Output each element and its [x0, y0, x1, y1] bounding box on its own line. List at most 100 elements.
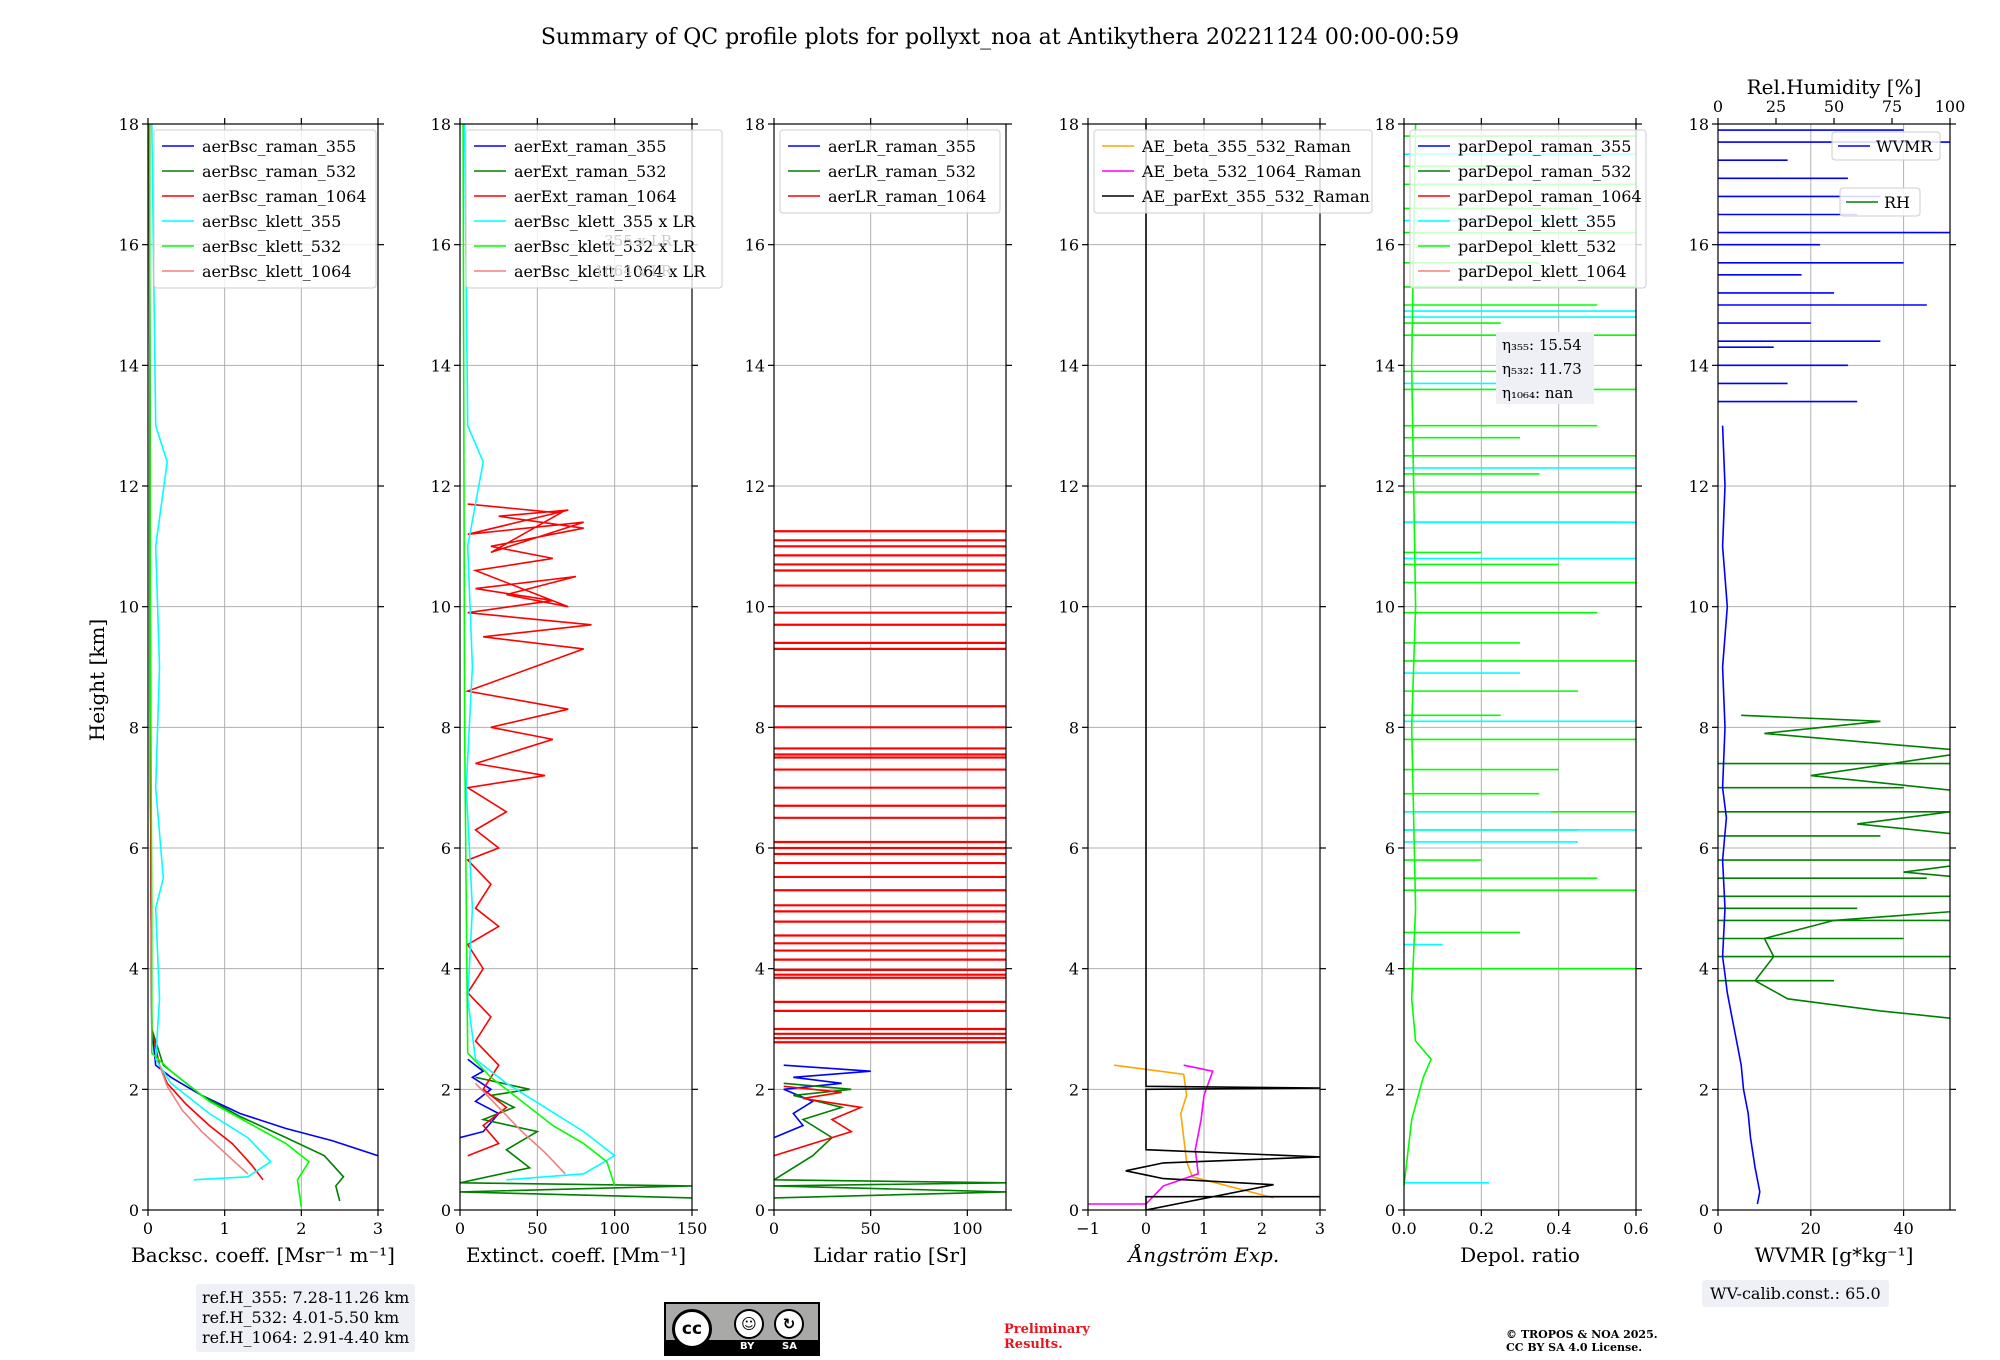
panel-depol: 0 2 4 6 8 10 12 14 16 18 0.0 0.2 0.4 0.6 Depol. ratio p… [1375, 115, 1649, 1267]
y-tick-label-ext-3: 6 [441, 839, 451, 858]
legend-box-depol [1409, 129, 1647, 289]
y-tick-label-depol-2: 4 [1385, 960, 1395, 979]
y-axis-label: Height [km] [85, 619, 109, 741]
series-line-ext-5 [474, 1082, 566, 1175]
x-tick-label-ext-1: 50 [527, 1219, 547, 1238]
y-tick-label-ae-1: 2 [1069, 1080, 1079, 1099]
copyright-line-2: CC BY SA 4.0 License. [1506, 1341, 1643, 1354]
y-tick-label-ext-7: 14 [431, 356, 451, 375]
y-tick-label-bsc-6: 12 [119, 477, 139, 496]
y-tick-label-bsc-3: 6 [129, 839, 139, 858]
y-tick-label-depol-0: 0 [1385, 1201, 1395, 1220]
x-tick-label-lr-0: 0 [769, 1219, 779, 1238]
eta-355: η₃₅₅: 15.54 [1502, 336, 1582, 354]
y-tick-label-wv-2: 4 [1699, 960, 1709, 979]
y-tick-label-ext-6: 12 [431, 477, 451, 496]
legend-label-ext-2: aerExt_raman_1064 [514, 187, 677, 206]
y-tick-label-wv-0: 0 [1699, 1201, 1709, 1220]
x-tick-label-ae-4: 3 [1315, 1219, 1325, 1238]
y-tick-label-wv-4: 8 [1699, 718, 1709, 737]
legend-label-depol-5: parDepol_klett_1064 [1458, 262, 1627, 281]
x-tick-label-depol-1: 0.2 [1469, 1219, 1494, 1238]
legend-label-depol-0: parDepol_raman_355 [1458, 137, 1631, 156]
top-x-axis-label-wv: Rel.Humidity [%] [1747, 75, 1922, 99]
legend-label-bsc-1: aerBsc_raman_532 [202, 162, 356, 181]
y-tick-label-lr-8: 16 [745, 236, 765, 255]
x-axis-label-ext: Extinct. coeff. [Mm⁻¹] [466, 1243, 686, 1267]
series-line-wv-0 [1721, 425, 1761, 1205]
panel-ext: 0 2 4 6 8 10 12 14 16 18 0 50 100 150 Extinct. coeff. … [431, 115, 723, 1267]
y-tick-label-lr-6: 12 [745, 477, 765, 496]
x-tick-label-ae-0: −1 [1076, 1219, 1100, 1238]
x-tick-label-ae-3: 2 [1257, 1219, 1267, 1238]
data-bsc [148, 124, 378, 1208]
top-x-tick-label-wv-2: 50 [1824, 97, 1844, 116]
data-lr [774, 530, 1006, 1199]
axes-frame-wv [1717, 123, 1951, 1211]
series-line-ae-2 [1125, 124, 1320, 1210]
y-tick-label-ext-1: 2 [441, 1080, 451, 1099]
copyright-line-1: © TROPOS & NOA 2025. [1506, 1328, 1658, 1341]
legend-label-bsc-4: aerBsc_klett_532 [202, 237, 341, 256]
y-tick-label-ae-4: 8 [1069, 718, 1079, 737]
legend-label-ext-5: aerBsc_klett_1064 x LR [514, 262, 706, 281]
legend-box-bsc [153, 129, 377, 289]
cc-icon: cc [672, 1309, 712, 1349]
share-alike-icon: ↻ [774, 1309, 804, 1339]
y-tick-label-depol-1: 2 [1385, 1080, 1395, 1099]
legend-label-depol-3: parDepol_klett_355 [1458, 212, 1616, 231]
legend-label-depol-1: parDepol_raman_532 [1458, 162, 1631, 181]
ref-h-355: ref.H_355: 7.28-11.26 km [202, 1288, 410, 1307]
y-tick-label-bsc-5: 10 [119, 598, 139, 617]
hidden-legend-text: 355 x LR 1064 x LR [595, 232, 673, 280]
y-tick-label-lr-3: 6 [755, 839, 765, 858]
wv-calibration-box: WV-calib.const.: 65.0 [1702, 1280, 1889, 1307]
top-x-tick-label-wv-0: 0 [1713, 97, 1723, 116]
cc-sa-label: SA [782, 1341, 797, 1352]
series-line-ext-1 [460, 1076, 692, 1199]
y-tick-label-ae-3: 6 [1069, 839, 1079, 858]
x-axis-label-depol: Depol. ratio [1460, 1243, 1580, 1267]
eta-1064: η₁₀₆₄: nan [1502, 384, 1573, 402]
x-axis-label-ae: Ångström Exp. [1127, 1242, 1279, 1267]
y-tick-label-lr-4: 8 [755, 718, 765, 737]
series-line-bsc-5 [158, 1064, 249, 1175]
y-tick-label-depol-8: 16 [1375, 236, 1395, 255]
y-tick-label-ae-9: 18 [1059, 115, 1079, 134]
data-ext [460, 124, 692, 1199]
series-line-ae-0 [1113, 1064, 1274, 1199]
y-tick-label-ext-2: 4 [441, 960, 451, 979]
x-tick-label-ext-2: 100 [599, 1219, 630, 1238]
x-axis-label-wv: WVMR [g*kg⁻¹] [1755, 1243, 1914, 1267]
legend-box-ae [1093, 129, 1373, 214]
y-tick-label-lr-1: 2 [755, 1080, 765, 1099]
x-tick-label-ext-0: 0 [455, 1219, 465, 1238]
legend-label-ext-1: aerExt_raman_532 [514, 162, 667, 181]
x-tick-label-wv-0: 0 [1713, 1219, 1723, 1238]
legend-label-lr-0: aerLR_raman_355 [828, 137, 976, 156]
series-line-bsc-3 [151, 124, 272, 1181]
y-tick-label-ext-5: 10 [431, 598, 451, 617]
y-tick-label-lr-0: 0 [755, 1201, 765, 1220]
y-tick-label-wv-5: 10 [1689, 598, 1709, 617]
y-tick-label-lr-5: 10 [745, 598, 765, 617]
y-tick-label-ext-9: 18 [431, 115, 451, 134]
series-line-lr-0 [774, 1064, 871, 1139]
x-tick-label-bsc-1: 1 [220, 1219, 230, 1238]
axes-frame-depol [1403, 123, 1637, 1211]
y-tick-label-lr-2: 4 [755, 960, 765, 979]
legend-label-bsc-5: aerBsc_klett_1064 [202, 262, 351, 281]
ref-h-532: ref.H_532: 4.01-5.50 km [202, 1308, 400, 1327]
top-x-tick-label-wv-1: 25 [1766, 97, 1786, 116]
y-tick-label-bsc-9: 18 [119, 115, 139, 134]
series-line-ext-4 [462, 124, 616, 1187]
data-wv [1718, 129, 1950, 1205]
series-line-depol-0 [1404, 124, 1433, 1186]
x-tick-label-depol-2: 0.4 [1546, 1219, 1571, 1238]
y-tick-label-wv-3: 6 [1699, 839, 1709, 858]
y-tick-label-depol-7: 14 [1375, 356, 1395, 375]
y-tick-label-bsc-8: 16 [119, 236, 139, 255]
